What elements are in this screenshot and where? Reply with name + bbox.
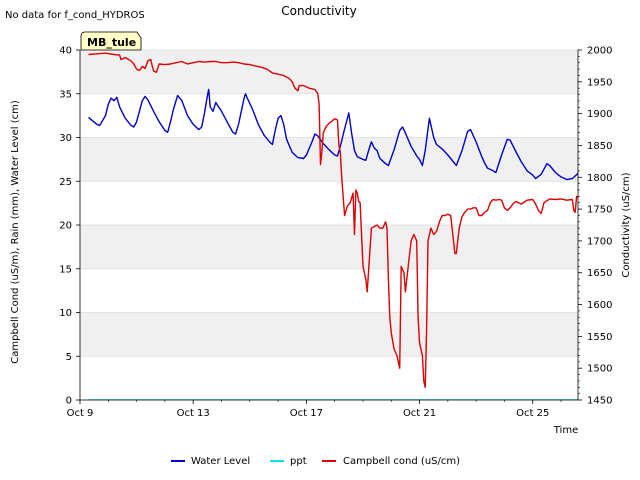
series-layer bbox=[88, 52, 578, 400]
right-tick-label: 1950 bbox=[587, 77, 612, 88]
left-axis-ticks: 0 5 10 15 20 25 30 35 40 bbox=[59, 46, 80, 407]
right-tick-label: 1700 bbox=[587, 236, 612, 247]
no-data-note: No data for f_cond_HYDROS bbox=[5, 10, 145, 21]
right-tick-label: 1650 bbox=[587, 268, 612, 279]
right-tick-label: 2000 bbox=[587, 46, 612, 57]
x-tick-label: Oct 21 bbox=[403, 408, 436, 419]
left-axis-label: Campbell Cond (uS/m), Rain (mm), Water L… bbox=[10, 100, 21, 364]
legend-label-campbell-cond: Campbell cond (uS/cm) bbox=[343, 456, 460, 467]
legend-label-water-level: Water Level bbox=[191, 456, 250, 467]
left-tick-label: 25 bbox=[59, 177, 72, 188]
legend-label-ppt: ppt bbox=[290, 456, 307, 467]
right-axis-ticks: 1450 1500 1550 1600 1650 1700 1750 1800 1850 1900… bbox=[578, 46, 612, 407]
site-label: MB_tule bbox=[87, 36, 136, 49]
background-band bbox=[80, 312, 578, 357]
left-tick-label: 40 bbox=[59, 46, 72, 57]
chart-title: Conductivity bbox=[281, 4, 356, 18]
x-axis-label: Time bbox=[553, 425, 578, 436]
x-tick-label: Oct 25 bbox=[516, 408, 549, 419]
right-tick-label: 1550 bbox=[587, 332, 612, 343]
x-tick-label: Oct 9 bbox=[67, 408, 94, 419]
right-axis-label: Conductivity (uS/cm) bbox=[621, 172, 632, 277]
left-tick-label: 0 bbox=[66, 396, 72, 407]
background-band bbox=[80, 225, 578, 269]
left-tick-label: 5 bbox=[66, 352, 72, 363]
right-tick-label: 1900 bbox=[587, 109, 612, 120]
background-band bbox=[80, 50, 578, 94]
left-tick-label: 20 bbox=[59, 221, 72, 232]
series-line-water-level bbox=[88, 88, 578, 181]
right-tick-label: 1850 bbox=[587, 141, 612, 152]
series-line-campbell-cond bbox=[88, 52, 578, 388]
left-tick-label: 15 bbox=[59, 264, 72, 275]
site-label-box: MB_tule bbox=[80, 31, 142, 51]
x-axis-ticks: Oct 9 Oct 13 Oct 17 Oct 21 Oct 25 bbox=[67, 400, 562, 419]
x-tick-label: Oct 17 bbox=[290, 408, 323, 419]
left-tick-label: 30 bbox=[59, 133, 72, 144]
x-tick-label: Oct 13 bbox=[177, 408, 210, 419]
right-tick-label: 1750 bbox=[587, 205, 612, 216]
right-tick-label: 1450 bbox=[587, 396, 612, 407]
plot-background-bands bbox=[80, 50, 578, 357]
right-tick-label: 1800 bbox=[587, 173, 612, 184]
left-tick-label: 10 bbox=[59, 308, 72, 319]
left-tick-label: 35 bbox=[59, 89, 72, 100]
legend: Water Level ppt Campbell cond (uS/cm) bbox=[171, 456, 460, 467]
background-band bbox=[80, 137, 578, 182]
right-tick-label: 1500 bbox=[587, 364, 612, 375]
right-tick-label: 1600 bbox=[587, 300, 612, 311]
